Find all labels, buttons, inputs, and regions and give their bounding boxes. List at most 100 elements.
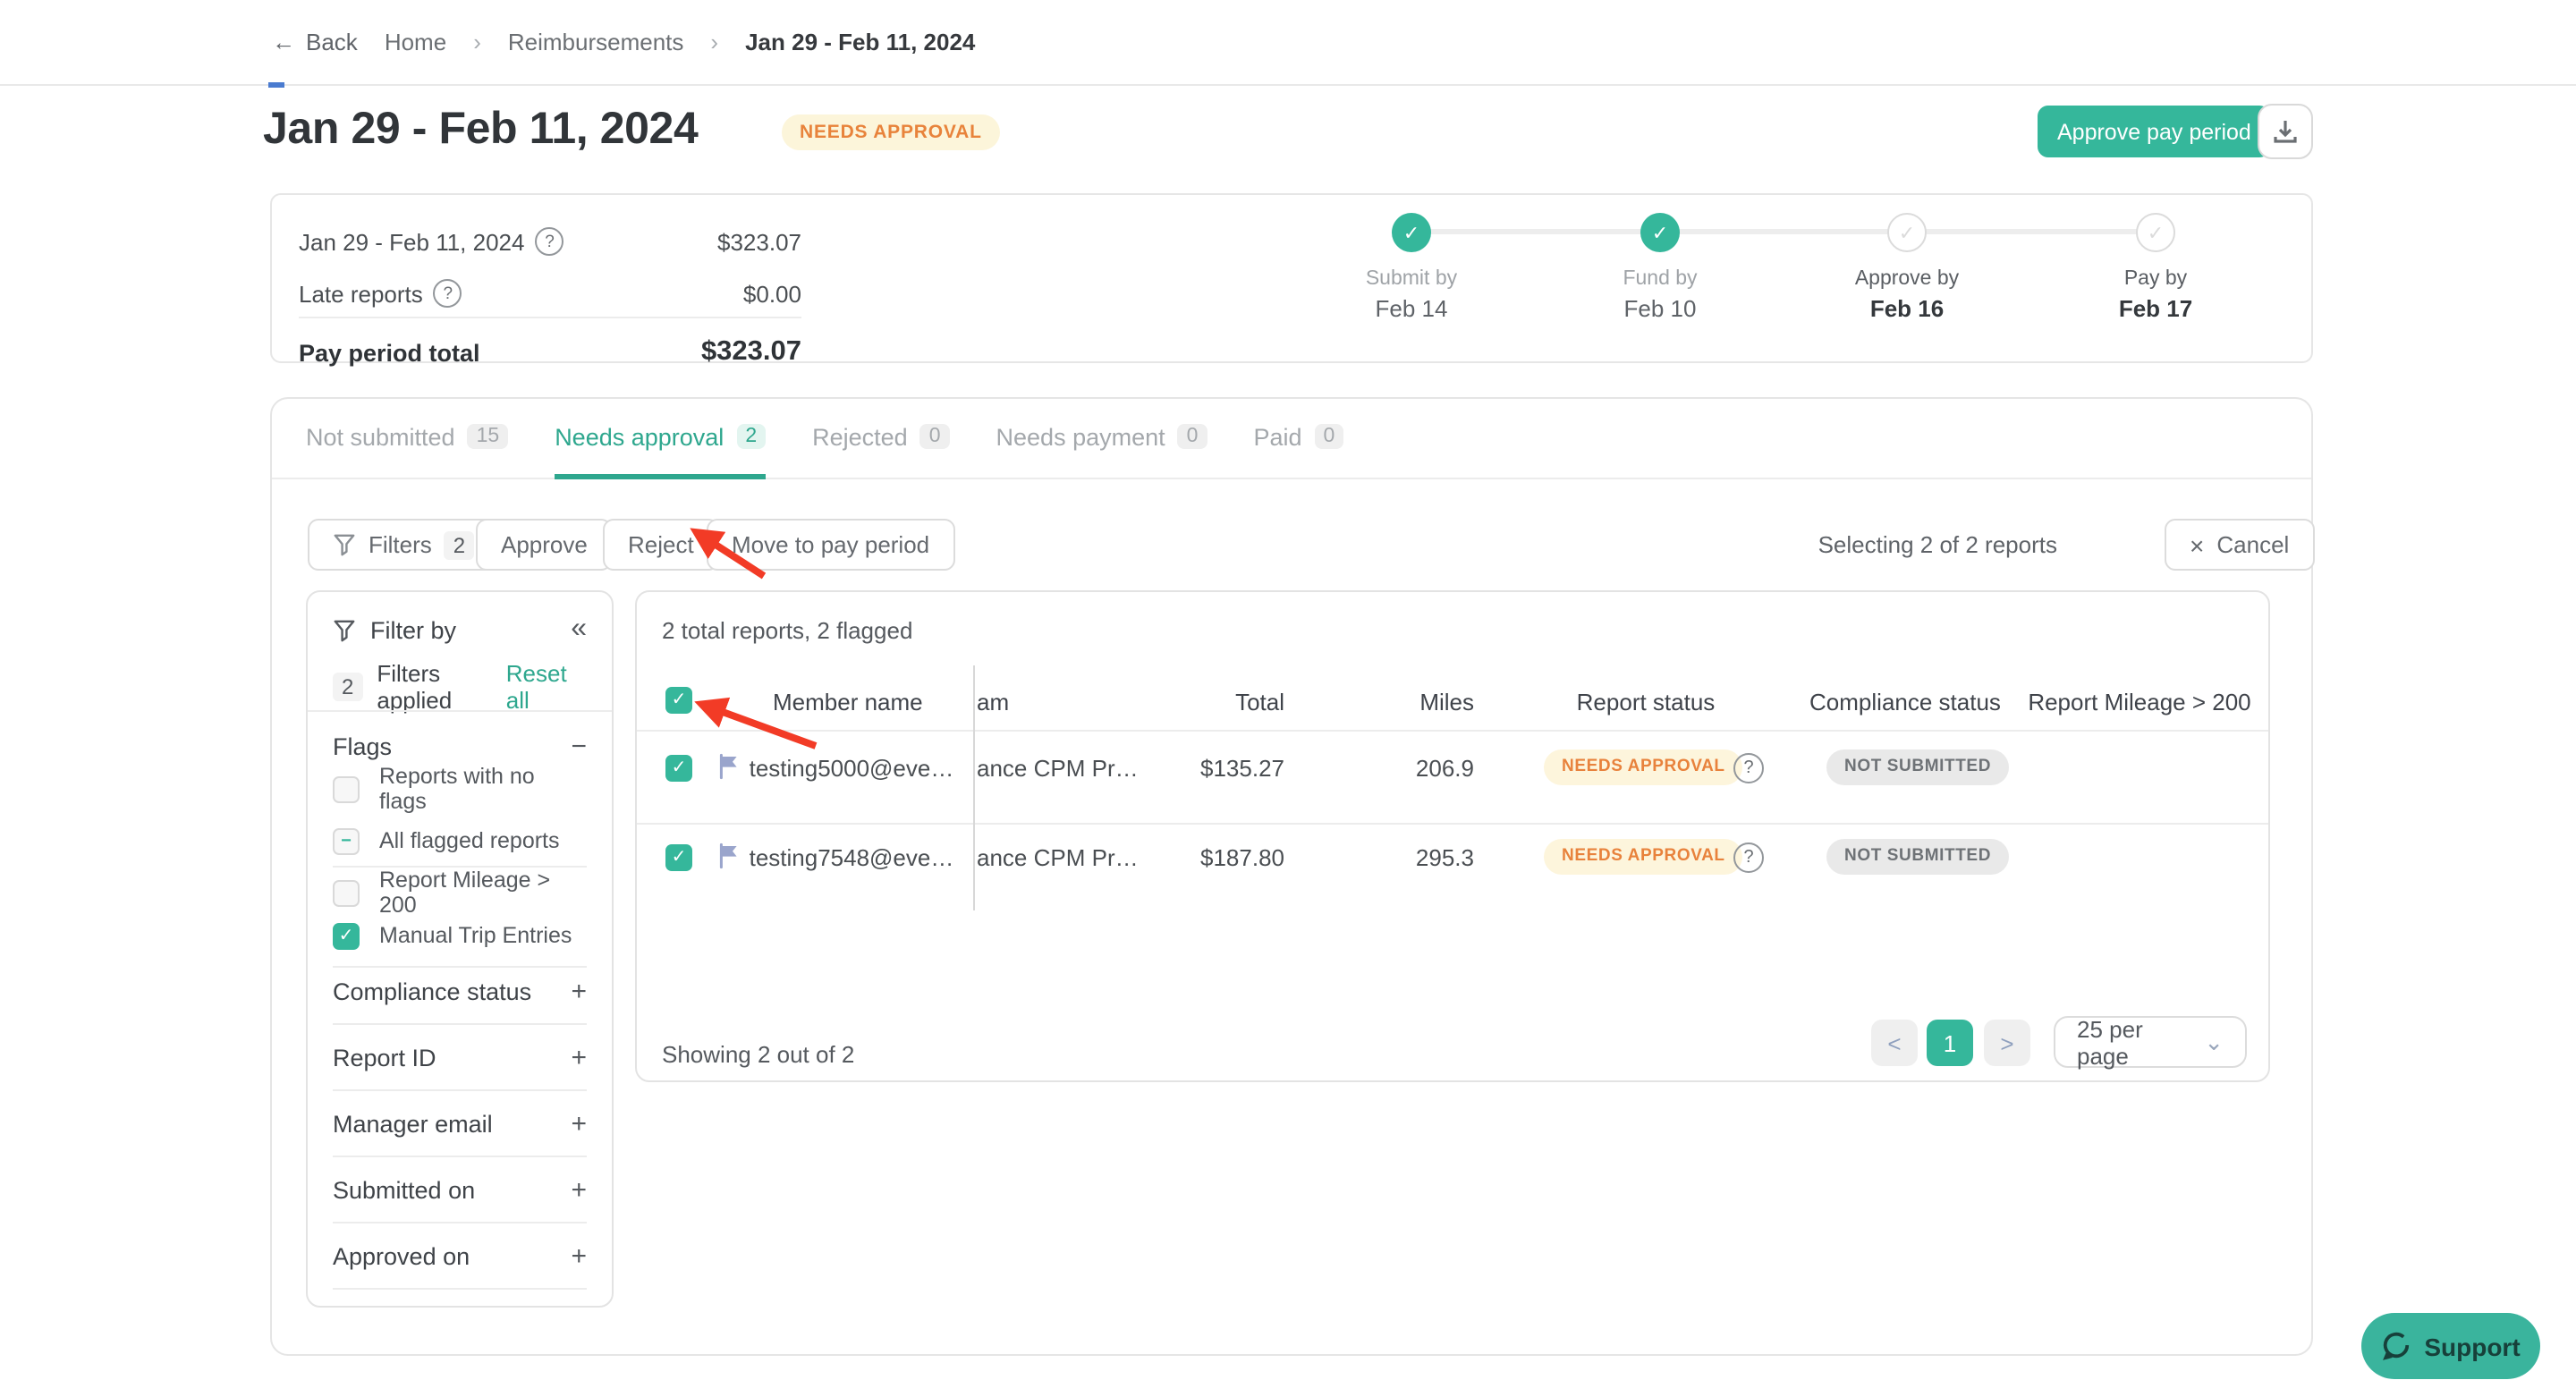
filters-button[interactable]: Filters 2 (308, 519, 500, 571)
filters-applied-row: 2 Filters applied Reset all (333, 660, 587, 714)
expand-section-icon[interactable]: + (571, 1174, 587, 1205)
filter-divider (333, 966, 587, 968)
section-label: Compliance status (333, 978, 532, 1004)
total-value: $323.07 (700, 336, 801, 367)
filter-section-report-id[interactable]: Report ID + (333, 1041, 587, 1073)
back-arrow-icon: ← (272, 29, 295, 55)
header-divider (637, 730, 2268, 732)
back-button[interactable]: ← Back (272, 29, 358, 55)
support-label: Support (2424, 1332, 2521, 1360)
support-button[interactable]: Support (2361, 1313, 2540, 1379)
chevron-right-icon: › (473, 29, 481, 55)
move-to-pay-period-button[interactable]: Move to pay period (707, 519, 955, 571)
compliance-status-badge: NOT SUBMITTED (1826, 749, 2010, 785)
filter-section-compliance-status[interactable]: Compliance status + (333, 975, 587, 1007)
cancel-selection-button[interactable]: × Cancel (2165, 519, 2315, 571)
filters-label: Filters (369, 531, 432, 558)
breadcrumb-current: Jan 29 - Feb 11, 2024 (745, 29, 976, 55)
help-icon[interactable]: ? (433, 279, 462, 308)
tab-needs-payment[interactable]: Needs payment 0 (996, 399, 1208, 479)
check-icon: ✓ (671, 848, 687, 868)
per-page-value: 25 per page (2077, 1015, 2143, 1069)
download-button[interactable] (2258, 104, 2313, 159)
step-label: Fund by (1623, 268, 1698, 290)
reject-label: Reject (628, 531, 694, 558)
checkbox-unchecked[interactable] (333, 775, 360, 802)
collapse-panel-icon[interactable]: « (571, 614, 587, 644)
page-1-button[interactable]: 1 (1927, 1020, 1973, 1066)
report-status-badge: NEEDS APPROVAL (1544, 839, 1743, 875)
check-icon: ✓ (671, 758, 687, 778)
tab-needs-approval[interactable]: Needs approval 2 (555, 399, 767, 479)
move-label: Move to pay period (732, 531, 930, 558)
table-summary: 2 total reports, 2 flagged (662, 617, 913, 644)
section-label: Approved on (333, 1242, 470, 1269)
filter-section-submitted-on[interactable]: Submitted on + (333, 1173, 587, 1206)
step-date: Feb 17 (2118, 295, 2193, 322)
step-label: Submit by (1365, 268, 1458, 290)
status-badge: NEEDS APPROVAL (782, 114, 1000, 150)
expand-section-icon[interactable]: + (571, 1240, 587, 1271)
column-member-name: Member name (773, 689, 923, 715)
expand-section-icon[interactable]: + (571, 1108, 587, 1139)
tab-label: Not submitted (306, 423, 455, 450)
chat-bubble-icon (2383, 1332, 2410, 1360)
filter-option[interactable]: ✓ Manual Trip Entries (333, 921, 587, 950)
previous-page-button[interactable]: < (1871, 1020, 1918, 1066)
filter-section-approved-on[interactable]: Approved on + (333, 1240, 587, 1272)
tab-count: 0 (1177, 424, 1208, 449)
check-icon: ✓ (1402, 223, 1420, 244)
row-checkbox[interactable]: ✓ (665, 755, 692, 782)
tab-bar: Not submitted 15 Needs approval 2 Rejected… (306, 399, 1344, 479)
breadcrumb-reimbursements[interactable]: Reimbursements (507, 29, 684, 55)
summary-row: Late reports ? $0.00 (299, 279, 801, 308)
checkbox-unchecked[interactable] (333, 879, 360, 906)
tab-paid[interactable]: Paid 0 (1253, 399, 1344, 479)
filter-panel: Filter by « 2 Filters applied Reset all … (306, 590, 614, 1308)
collapse-section-icon[interactable]: − (571, 731, 587, 761)
chevron-left-icon: < (1887, 1029, 1902, 1056)
flags-title: Flags (333, 732, 393, 759)
column-divider-line[interactable] (973, 665, 975, 910)
filter-option-label: Reports with no flags (379, 764, 535, 814)
approve-pay-period-button[interactable]: Approve pay period (2038, 106, 2271, 157)
expand-section-icon[interactable]: + (571, 976, 587, 1006)
filter-option[interactable]: Report Mileage > 200 (333, 868, 587, 918)
tab-label: Paid (1253, 423, 1302, 450)
per-page-select[interactable]: 25 per page ⌄ (2054, 1015, 2247, 1069)
help-icon[interactable]: ? (1733, 842, 1764, 873)
column-report-mileage: Report Mileage > 200 (2028, 689, 2251, 715)
chevron-right-icon: › (710, 29, 719, 55)
checkbox-indeterminate[interactable]: − (333, 827, 360, 854)
close-icon: × (2190, 530, 2205, 559)
filter-section-manager-email[interactable]: Manager email + (333, 1107, 587, 1139)
select-all-checkbox[interactable]: ✓ (665, 687, 692, 714)
filter-option[interactable]: − All flagged reports (333, 826, 587, 855)
back-label: Back (306, 29, 358, 55)
reset-all-link[interactable]: Reset all (505, 660, 567, 714)
filter-option-label: Report Mileage > 200 (379, 868, 551, 918)
reject-button[interactable]: Reject (603, 519, 719, 571)
tab-not-submitted[interactable]: Not submitted 15 (306, 399, 509, 479)
section-label: Manager email (333, 1110, 493, 1137)
row-checkbox[interactable]: ✓ (665, 844, 692, 871)
filter-option[interactable]: Reports with no flags (333, 764, 587, 814)
filter-divider (333, 1222, 587, 1223)
check-circle-outline-icon: ✓ (2136, 213, 2175, 252)
next-page-button[interactable]: > (1984, 1020, 2030, 1066)
approve-button[interactable]: Approve (476, 519, 613, 571)
tab-rejected[interactable]: Rejected 0 (812, 399, 950, 479)
help-icon[interactable]: ? (1733, 753, 1764, 783)
filter-panel-header: Filter by « (333, 614, 587, 646)
breadcrumb-home[interactable]: Home (384, 29, 447, 55)
check-icon: ✓ (1651, 223, 1669, 244)
check-icon: ✓ (338, 926, 354, 945)
applied-label: Filters applied (377, 660, 453, 714)
help-icon[interactable]: ? (535, 227, 564, 256)
section-label: Report ID (333, 1044, 436, 1071)
chevron-right-icon: > (2000, 1029, 2014, 1056)
chevron-down-icon: ⌄ (2204, 1028, 2224, 1054)
checkbox-checked[interactable]: ✓ (333, 922, 360, 949)
timeline-step: ✓ Submit by Feb 14 (1304, 213, 1519, 322)
expand-section-icon[interactable]: + (571, 1042, 587, 1072)
